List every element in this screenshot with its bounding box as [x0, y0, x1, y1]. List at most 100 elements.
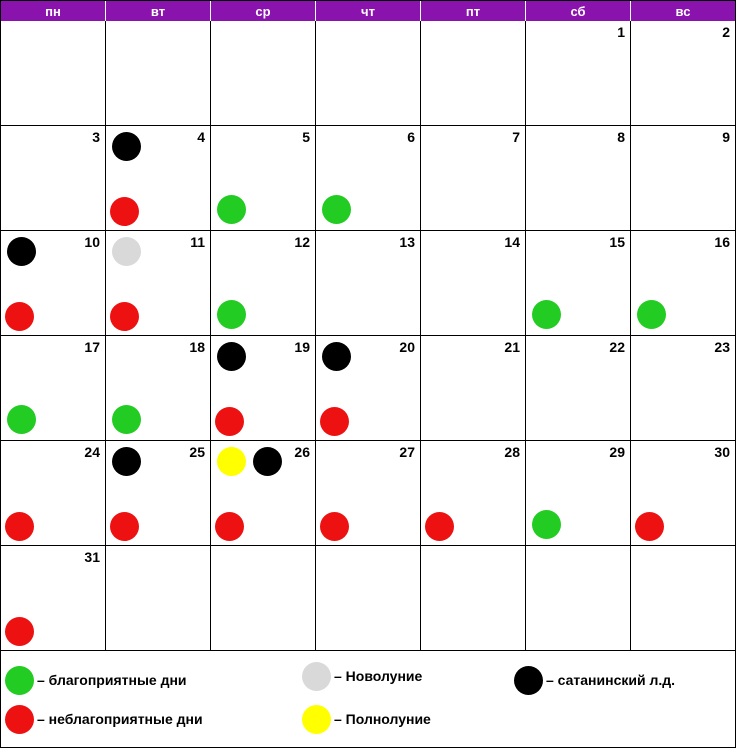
day-cell: 21: [421, 336, 526, 441]
full-moon-dot-icon: [217, 447, 246, 476]
day-number: 26: [294, 444, 310, 460]
empty-cell: [631, 546, 735, 651]
weekday-sun: вс: [675, 4, 691, 19]
day-number: 16: [714, 234, 730, 250]
day-number: 30: [714, 444, 730, 460]
day-cell: 9: [631, 126, 735, 231]
weekday-thu: чт: [316, 1, 421, 21]
favorable-dot-icon: [112, 405, 141, 434]
weekday-mon: пн: [1, 1, 106, 21]
day-number: 7: [512, 129, 520, 145]
unfavorable-dot-icon: [215, 512, 244, 541]
day-number: 25: [189, 444, 205, 460]
empty-cell: [211, 21, 316, 126]
day-number: 9: [722, 129, 730, 145]
legend-satanic-label: – сатанинский л.д.: [546, 672, 676, 688]
legend-full-moon-label: – Полнолуние: [334, 711, 431, 727]
legend-new-moon-label: – Новолуние: [334, 668, 423, 684]
grey-dot-icon: [302, 661, 331, 691]
day-cell: 4: [106, 126, 211, 231]
unfavorable-dot-icon: [320, 512, 349, 541]
empty-cell: [106, 546, 211, 651]
satanic-dot-icon: [7, 237, 36, 266]
legend: – благоприятные дни – неблагоприятные дн…: [1, 651, 735, 747]
day-cell: 23: [631, 336, 735, 441]
empty-cell: [421, 21, 526, 126]
day-cell: 25: [106, 441, 211, 546]
unfavorable-dot-icon: [5, 617, 34, 646]
day-cell: 3: [1, 126, 106, 231]
legend-unfavorable: – неблагоприятные дни: [5, 704, 203, 734]
day-number: 6: [407, 129, 415, 145]
day-cell: 18: [106, 336, 211, 441]
day-cell: 30: [631, 441, 735, 546]
day-number: 28: [504, 444, 520, 460]
calendar-grid: 1 2 3 4 5 6 7 8 9 10 11 12 13 14 15 16 17 18 19 20 21 22 23 24 2…: [1, 21, 735, 651]
legend-full-moon: – Полнолуние: [302, 704, 431, 734]
legend-satanic: – сатанинский л.д.: [514, 665, 675, 695]
day-cell: 8: [526, 126, 631, 231]
satanic-dot-icon: [217, 342, 246, 371]
unfavorable-dot-icon: [635, 512, 664, 541]
day-number: 21: [504, 339, 520, 355]
weekday-wed: ср: [211, 1, 316, 21]
unfavorable-dot-icon: [215, 407, 244, 436]
favorable-dot-icon: [532, 300, 561, 329]
day-cell: 12: [211, 231, 316, 336]
day-number: 31: [84, 549, 100, 565]
green-dot-icon: [5, 665, 34, 695]
day-number: 27: [399, 444, 415, 460]
red-dot-icon: [5, 704, 34, 734]
day-number: 4: [197, 129, 205, 145]
day-cell: 28: [421, 441, 526, 546]
day-number: 3: [92, 129, 100, 145]
empty-cell: [316, 21, 421, 126]
legend-unfavorable-label: – неблагоприятные дни: [37, 711, 203, 727]
day-number: 10: [84, 234, 100, 250]
day-cell: 13: [316, 231, 421, 336]
day-cell: 17: [1, 336, 106, 441]
day-number: 29: [609, 444, 625, 460]
legend-favorable: – благоприятные дни: [5, 665, 187, 695]
day-cell: 27: [316, 441, 421, 546]
day-number: 19: [294, 339, 310, 355]
favorable-dot-icon: [217, 300, 246, 329]
day-number: 2: [722, 24, 730, 40]
day-number: 12: [294, 234, 310, 250]
legend-favorable-label: – благоприятные дни: [37, 672, 187, 688]
day-cell: 7: [421, 126, 526, 231]
day-cell: 29: [526, 441, 631, 546]
day-cell: 6: [316, 126, 421, 231]
day-number: 24: [84, 444, 100, 460]
favorable-dot-icon: [532, 510, 561, 539]
day-number: 23: [714, 339, 730, 355]
day-number: 17: [84, 339, 100, 355]
empty-cell: [211, 546, 316, 651]
weekday-tue: вт: [106, 1, 211, 21]
satanic-dot-icon: [112, 447, 141, 476]
day-cell: 24: [1, 441, 106, 546]
day-number: 18: [189, 339, 205, 355]
weekday-sat: сб: [526, 1, 631, 21]
unfavorable-dot-icon: [5, 512, 34, 541]
day-number: 20: [399, 339, 415, 355]
unfavorable-dot-icon: [110, 302, 139, 331]
day-cell: 19: [211, 336, 316, 441]
day-number: 1: [617, 24, 625, 40]
black-dot-icon: [514, 665, 543, 695]
empty-cell: [1, 21, 106, 126]
day-cell: 22: [526, 336, 631, 441]
satanic-dot-icon: [322, 342, 351, 371]
day-cell: 5: [211, 126, 316, 231]
weekday-fri: пт: [421, 1, 526, 21]
day-number: 5: [302, 129, 310, 145]
day-number: 11: [190, 234, 205, 250]
day-number: 8: [617, 129, 625, 145]
day-cell: 31: [1, 546, 106, 651]
day-cell: 15: [526, 231, 631, 336]
legend-new-moon: – Новолуние: [302, 661, 422, 691]
day-cell: 10: [1, 231, 106, 336]
empty-cell: [106, 21, 211, 126]
unfavorable-dot-icon: [320, 407, 349, 436]
